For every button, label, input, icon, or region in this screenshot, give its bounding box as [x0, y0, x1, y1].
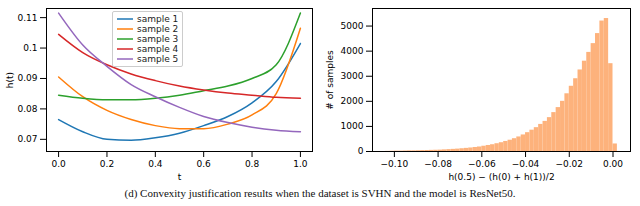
svg-text:h(t): h(t): [5, 72, 15, 88]
html-text:sample 3: sample 3: [137, 34, 179, 44]
html-text:sample 1: sample 1: [137, 14, 179, 24]
svg-text:0.8: 0.8: [245, 159, 260, 169]
html-text:sample 2: sample 2: [137, 24, 179, 34]
svg-text:−0.04: −0.04: [512, 159, 540, 169]
svg-text:−0.10: −0.10: [381, 159, 409, 169]
svg-text:t: t: [178, 172, 182, 182]
svg-text:0.2: 0.2: [100, 159, 114, 169]
svg-text:h(0.5) − (h(0) + h(1))/2: h(0.5) − (h(0) + h(1))/2: [448, 172, 554, 182]
svg-text:4000: 4000: [341, 46, 364, 56]
svg-text:0.08: 0.08: [17, 104, 37, 114]
svg-text:0.00: 0.00: [603, 159, 623, 169]
svg-text:0.09: 0.09: [17, 73, 37, 83]
html-text:sample 5: sample 5: [137, 54, 179, 64]
svg-text:0.4: 0.4: [148, 159, 163, 169]
svg-text:1.0: 1.0: [293, 159, 308, 169]
svg-text:2000: 2000: [341, 96, 364, 106]
svg-text:# of samples: # of samples: [325, 50, 335, 110]
svg-text:−0.02: −0.02: [555, 159, 583, 169]
html-text:(d) Convexity justification re: (d) Convexity justification results when…: [124, 187, 516, 199]
svg-text:0.07: 0.07: [17, 134, 37, 144]
html-text:sample 4: sample 4: [137, 44, 179, 54]
svg-text:−0.08: −0.08: [424, 159, 452, 169]
svg-text:3000: 3000: [341, 71, 364, 81]
svg-text:5000: 5000: [341, 21, 364, 31]
svg-text:0.0: 0.0: [51, 159, 66, 169]
svg-text:0: 0: [358, 146, 364, 156]
svg-text:0.6: 0.6: [197, 159, 212, 169]
svg-text:0.11: 0.11: [17, 13, 37, 23]
svg-text:−0.06: −0.06: [468, 159, 496, 169]
svg-text:0.1: 0.1: [23, 43, 37, 53]
svg-text:1000: 1000: [341, 121, 364, 131]
